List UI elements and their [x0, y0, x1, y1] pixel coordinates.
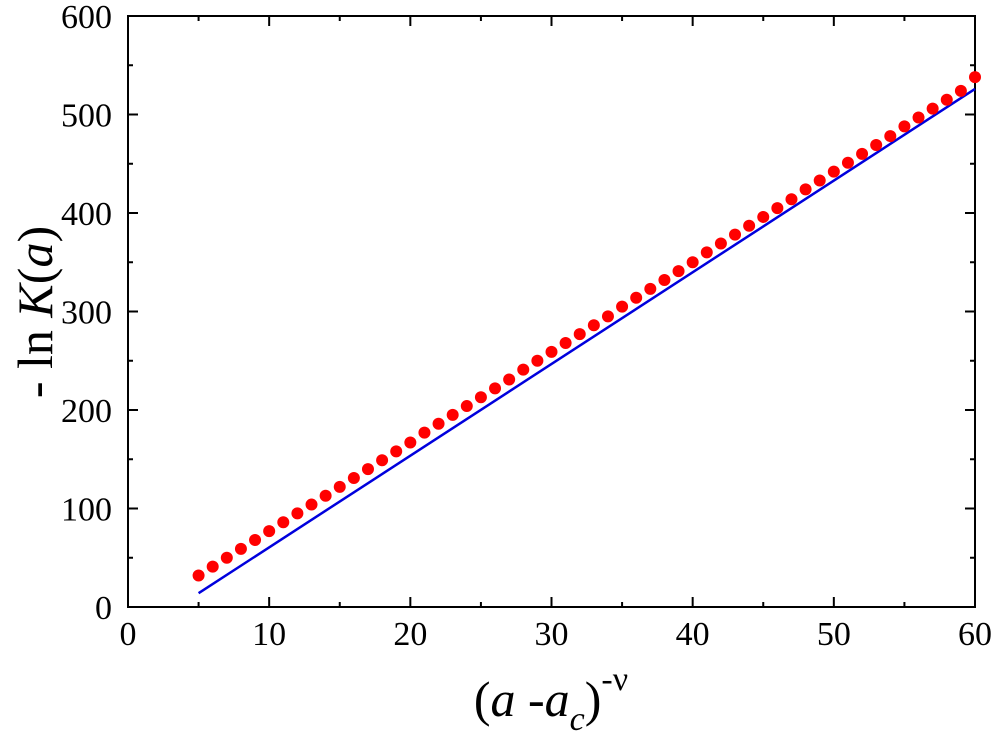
x-axis-a: a: [491, 671, 516, 727]
data-point: [234, 542, 247, 555]
y-tick-label: 100: [61, 492, 112, 529]
x-tick-label: 10: [252, 616, 286, 653]
y-axis-open-paren: (: [7, 268, 63, 285]
data-point: [630, 291, 643, 304]
data-point: [827, 165, 840, 178]
data-point: [319, 489, 332, 502]
data-point: [870, 139, 883, 152]
data-point: [644, 282, 657, 295]
data-point: [333, 480, 346, 493]
data-point: [517, 363, 530, 376]
data-point: [559, 337, 572, 350]
data-point: [898, 120, 911, 133]
data-point: [474, 391, 487, 404]
data-point: [263, 525, 276, 538]
data-point: [672, 265, 685, 278]
data-point: [446, 408, 459, 421]
data-point: [376, 454, 389, 467]
x-tick-label: 30: [535, 616, 569, 653]
x-tick-label: 50: [817, 616, 851, 653]
y-axis-prefix: - ln: [7, 318, 63, 399]
data-point: [573, 328, 586, 341]
data-point: [206, 560, 219, 573]
x-axis-close-paren: ): [585, 671, 602, 727]
x-axis-open-paren: (: [474, 671, 491, 727]
y-tick-label: 300: [61, 295, 112, 332]
y-axis-close-paren: ): [7, 226, 63, 243]
data-point: [700, 246, 713, 259]
y-tick-label: 600: [61, 0, 112, 36]
data-point: [347, 471, 360, 484]
data-point: [390, 445, 403, 458]
data-point: [601, 310, 614, 323]
data-point: [291, 507, 304, 520]
data-point: [714, 237, 727, 250]
data-point: [813, 174, 826, 187]
data-point: [771, 202, 784, 215]
data-point: [912, 111, 925, 124]
data-point: [841, 156, 854, 169]
data-point: [305, 498, 318, 511]
data-point: [686, 256, 699, 269]
data-point: [743, 219, 756, 232]
data-point: [587, 319, 600, 332]
data-point: [926, 102, 939, 115]
x-axis-minus: -: [516, 671, 545, 727]
y-tick-label: 200: [61, 393, 112, 430]
x-tick-label: 20: [393, 616, 427, 653]
fit-line-layer: [197, 87, 976, 595]
x-tick-label: 40: [676, 616, 710, 653]
data-point: [799, 183, 812, 196]
data-point: [954, 84, 967, 97]
data-point: [969, 71, 981, 84]
data-points-layer: [192, 71, 981, 582]
data-point: [192, 569, 205, 582]
y-tick-label: 400: [61, 196, 112, 233]
x-axis-ac: a: [545, 671, 570, 727]
data-point: [729, 228, 742, 241]
data-point: [757, 210, 770, 223]
data-point: [489, 382, 502, 395]
data-point: [404, 436, 417, 449]
x-axis-subscript: c: [570, 701, 585, 736]
x-tick-label: 0: [120, 616, 137, 653]
fit-line: [197, 87, 976, 595]
x-axis-title: (a -ac)-ν: [474, 661, 628, 736]
data-point: [277, 516, 290, 529]
data-point: [884, 130, 897, 143]
y-tick-label: 500: [61, 98, 112, 135]
x-tick-label: 60: [958, 616, 992, 653]
data-point: [531, 354, 544, 367]
y-axis-K: K: [7, 282, 63, 319]
data-point: [460, 400, 473, 413]
data-point: [616, 300, 629, 313]
data-point: [545, 345, 558, 358]
y-axis-title: - ln K(a): [7, 226, 63, 398]
data-point: [856, 147, 869, 160]
data-point: [940, 93, 953, 106]
plot-frame: [127, 15, 976, 608]
axis-ticks: [127, 15, 976, 608]
data-point: [658, 273, 671, 286]
data-point: [418, 426, 431, 439]
data-point: [785, 193, 798, 206]
y-axis-a: a: [7, 243, 63, 268]
data-point: [220, 551, 233, 564]
data-point: [503, 373, 516, 386]
data-point: [249, 534, 262, 547]
data-point: [361, 463, 374, 476]
x-axis-superscript: -ν: [601, 661, 628, 698]
data-point: [432, 417, 445, 430]
y-tick-label: 0: [95, 590, 112, 627]
